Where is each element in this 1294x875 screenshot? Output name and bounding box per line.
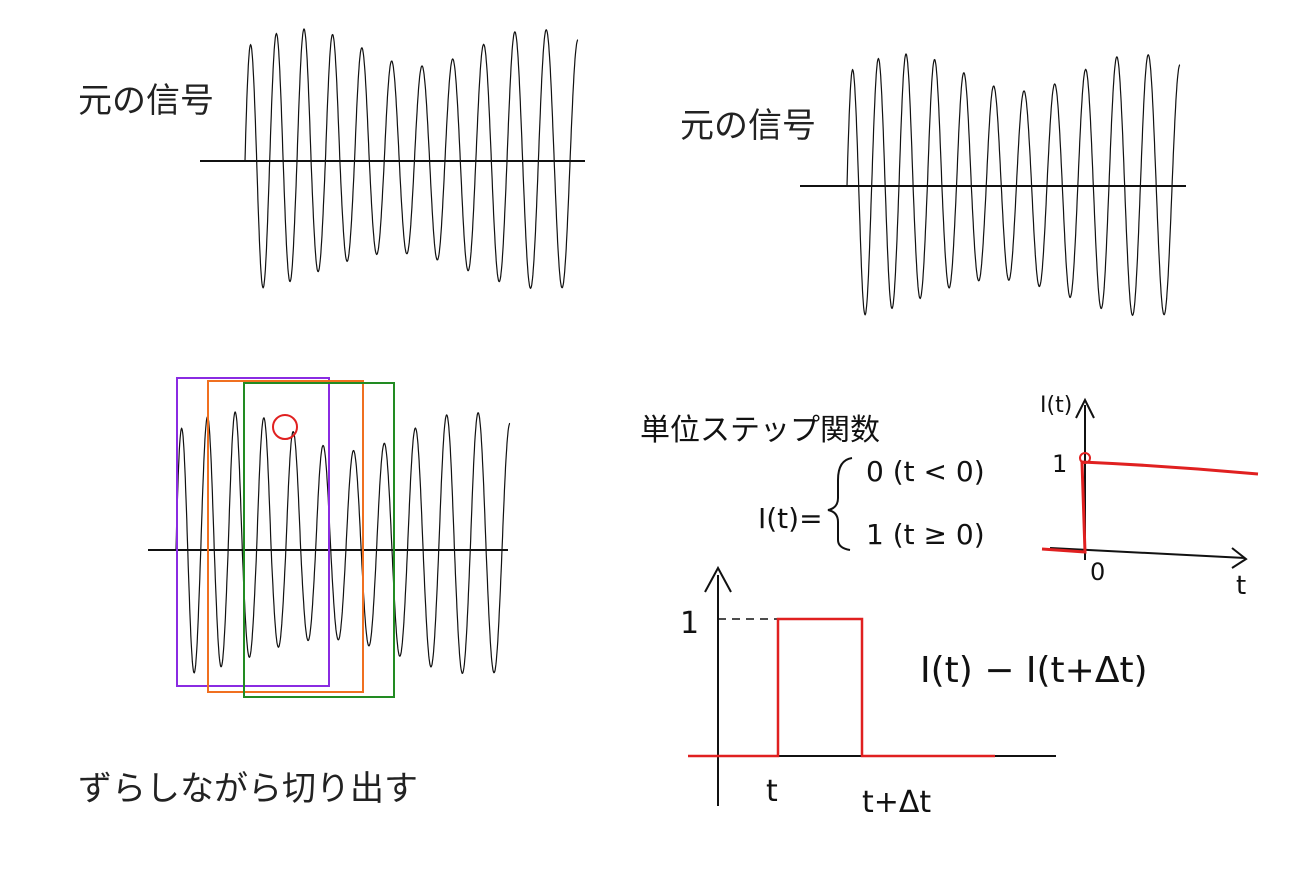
panel-top-right: 元の信号 bbox=[680, 53, 1186, 317]
step-function-definition: 単位ステップ関数 I(t)= 0 (t < 0) 1 (t ≥ 0) bbox=[640, 413, 985, 551]
definition-lhs: I(t)= bbox=[758, 502, 823, 535]
step-function-dot bbox=[1079, 452, 1091, 464]
definition-brace bbox=[827, 457, 853, 551]
y-axis-arrow-icon bbox=[1075, 397, 1095, 419]
signal-label: 元の信号 bbox=[680, 106, 816, 146]
plot-x-axis bbox=[1049, 547, 1246, 559]
plot-x-label: t bbox=[1236, 571, 1246, 601]
definition-case-2: 1 (t ≥ 0) bbox=[866, 518, 985, 551]
pulse-line bbox=[688, 617, 995, 758]
window-2 bbox=[207, 380, 364, 693]
step-function-plot: I(t) t 1 0 bbox=[1040, 393, 1259, 601]
signal-waveform bbox=[244, 28, 579, 290]
signal-waveform bbox=[175, 411, 511, 674]
plot-origin-label: 0 bbox=[1090, 558, 1105, 586]
window-3 bbox=[243, 382, 395, 698]
pulse-plot: 1 t t+Δt I(t) − I(t+Δt) bbox=[680, 565, 1148, 820]
panel-bottom-left: ずらしながら切り出す bbox=[78, 377, 511, 809]
definition-case-1: 0 (t < 0) bbox=[866, 455, 985, 488]
caption: ずらしながら切り出す bbox=[78, 769, 418, 809]
window-1 bbox=[176, 377, 330, 687]
step-function-line bbox=[1041, 460, 1259, 554]
plot-y-label: I(t) bbox=[1040, 393, 1072, 418]
signal-label: 元の信号 bbox=[78, 81, 214, 121]
pulse-y-tick: 1 bbox=[680, 606, 699, 641]
x-axis-arrow-icon bbox=[1231, 547, 1248, 569]
y-axis-arrow-icon bbox=[704, 565, 732, 593]
pulse-x-tick-end: t+Δt bbox=[862, 785, 931, 820]
plot-y-tick: 1 bbox=[1052, 450, 1067, 478]
signal-waveform bbox=[846, 53, 1181, 317]
peak-marker bbox=[272, 414, 298, 440]
step-function-title: 単位ステップ関数 bbox=[640, 413, 880, 448]
pulse-formula: I(t) − I(t+Δt) bbox=[920, 650, 1148, 691]
panel-top-left: 元の信号 bbox=[78, 28, 585, 290]
pulse-x-tick-start: t bbox=[766, 774, 778, 809]
